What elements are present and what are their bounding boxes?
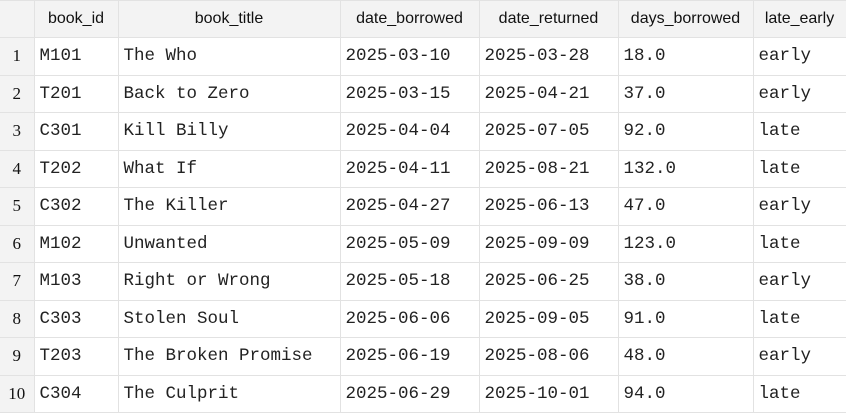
cell-date-borrowed[interactable]: 2025-04-11 [340, 150, 480, 188]
cell-book-id[interactable]: M102 [34, 225, 119, 263]
cell-days-borrowed[interactable]: 94.0 [618, 375, 754, 413]
cell-late-early[interactable]: early [753, 187, 846, 226]
cell-book-title[interactable]: Right or Wrong [118, 262, 341, 301]
cell-book-id[interactable]: T203 [34, 337, 119, 376]
row-index[interactable]: 2 [0, 75, 35, 113]
table-header: book_id book_title date_borrowed date_re… [0, 0, 846, 38]
cell-late-early[interactable]: late [753, 375, 846, 413]
cell-date-borrowed[interactable]: 2025-03-10 [340, 37, 480, 76]
table-row[interactable]: 9 T203 The Broken Promise 2025-06-19 2025-08… [0, 337, 846, 376]
cell-date-returned[interactable]: 2025-08-21 [479, 150, 619, 188]
cell-late-early[interactable]: late [753, 300, 846, 338]
cell-days-borrowed[interactable]: 18.0 [618, 37, 754, 76]
row-index[interactable]: 9 [0, 337, 35, 376]
table-row[interactable]: 2 T201 Back to Zero 2025-03-15 2025-04-21 37.… [0, 75, 846, 113]
table-row[interactable]: 6 M102 Unwanted 2025-05-09 2025-09-09 123.0 la… [0, 225, 846, 263]
row-index[interactable]: 10 [0, 375, 35, 413]
cell-late-early[interactable]: early [753, 262, 846, 301]
cell-late-early[interactable]: early [753, 337, 846, 376]
cell-book-id[interactable]: M101 [34, 37, 119, 76]
cell-date-borrowed[interactable]: 2025-04-27 [340, 187, 480, 226]
cell-date-borrowed[interactable]: 2025-06-29 [340, 375, 480, 413]
cell-date-returned[interactable]: 2025-07-05 [479, 112, 619, 151]
cell-date-borrowed[interactable]: 2025-05-09 [340, 225, 480, 263]
cell-date-borrowed[interactable]: 2025-06-06 [340, 300, 480, 338]
cell-book-id[interactable]: C304 [34, 375, 119, 413]
cell-days-borrowed[interactable]: 92.0 [618, 112, 754, 151]
table-row[interactable]: 8 C303 Stolen Soul 2025-06-06 2025-09-05 91.0… [0, 300, 846, 338]
cell-book-id[interactable]: T202 [34, 150, 119, 188]
cell-date-borrowed[interactable]: 2025-06-19 [340, 337, 480, 376]
cell-late-early[interactable]: late [753, 225, 846, 263]
table-row[interactable]: 1 M101 The Who 2025-03-10 2025-03-28 18.0 earl… [0, 37, 846, 76]
row-index[interactable]: 6 [0, 225, 35, 263]
cell-book-id[interactable]: T201 [34, 75, 119, 113]
row-index[interactable]: 5 [0, 187, 35, 226]
cell-book-title[interactable]: What If [118, 150, 341, 188]
table-row[interactable]: 10 C304 The Culprit 2025-06-29 2025-10-01 94.… [0, 375, 846, 413]
cell-date-returned[interactable]: 2025-03-28 [479, 37, 619, 76]
cell-days-borrowed[interactable]: 48.0 [618, 337, 754, 376]
cell-days-borrowed[interactable]: 47.0 [618, 187, 754, 226]
column-header-book-id[interactable]: book_id [34, 0, 119, 38]
row-index-header[interactable] [0, 0, 35, 38]
table-row[interactable]: 5 C302 The Killer 2025-04-27 2025-06-13 47.0 e… [0, 187, 846, 226]
cell-days-borrowed[interactable]: 132.0 [618, 150, 754, 188]
cell-date-returned[interactable]: 2025-06-25 [479, 262, 619, 301]
table-row[interactable]: 4 T202 What If 2025-04-11 2025-08-21 132.0 lat… [0, 150, 846, 188]
cell-days-borrowed[interactable]: 91.0 [618, 300, 754, 338]
row-index[interactable]: 4 [0, 150, 35, 188]
table-body: 1 M101 The Who 2025-03-10 2025-03-28 18.0 earl… [0, 37, 846, 413]
cell-book-id[interactable]: C301 [34, 112, 119, 151]
column-header-date-returned[interactable]: date_returned [479, 0, 619, 38]
cell-book-title[interactable]: The Who [118, 37, 341, 76]
cell-book-id[interactable]: C303 [34, 300, 119, 338]
cell-date-returned[interactable]: 2025-06-13 [479, 187, 619, 226]
header-row: book_id book_title date_borrowed date_re… [0, 0, 846, 38]
cell-date-borrowed[interactable]: 2025-04-04 [340, 112, 480, 151]
cell-book-title[interactable]: Kill Billy [118, 112, 341, 151]
cell-book-id[interactable]: C302 [34, 187, 119, 226]
cell-date-returned[interactable]: 2025-10-01 [479, 375, 619, 413]
column-header-days-borrowed[interactable]: days_borrowed [618, 0, 754, 38]
cell-book-title[interactable]: Unwanted [118, 225, 341, 263]
cell-late-early[interactable]: early [753, 37, 846, 76]
cell-days-borrowed[interactable]: 37.0 [618, 75, 754, 113]
cell-book-title[interactable]: The Broken Promise [118, 337, 341, 376]
cell-book-title[interactable]: Back to Zero [118, 75, 341, 113]
cell-book-id[interactable]: M103 [34, 262, 119, 301]
table-row[interactable]: 3 C301 Kill Billy 2025-04-04 2025-07-05 92.0 l… [0, 112, 846, 151]
cell-book-title[interactable]: The Culprit [118, 375, 341, 413]
cell-late-early[interactable]: early [753, 75, 846, 113]
cell-date-returned[interactable]: 2025-09-05 [479, 300, 619, 338]
row-index[interactable]: 8 [0, 300, 35, 338]
cell-date-returned[interactable]: 2025-09-09 [479, 225, 619, 263]
cell-date-returned[interactable]: 2025-04-21 [479, 75, 619, 113]
cell-late-early[interactable]: late [753, 150, 846, 188]
column-header-late-early[interactable]: late_early [753, 0, 846, 38]
cell-book-title[interactable]: The Killer [118, 187, 341, 226]
cell-date-borrowed[interactable]: 2025-05-18 [340, 262, 480, 301]
column-header-book-title[interactable]: book_title [118, 0, 341, 38]
row-index[interactable]: 7 [0, 262, 35, 301]
row-index[interactable]: 3 [0, 112, 35, 151]
row-index[interactable]: 1 [0, 37, 35, 76]
cell-days-borrowed[interactable]: 123.0 [618, 225, 754, 263]
column-header-date-borrowed[interactable]: date_borrowed [340, 0, 480, 38]
cell-book-title[interactable]: Stolen Soul [118, 300, 341, 338]
cell-date-borrowed[interactable]: 2025-03-15 [340, 75, 480, 113]
cell-late-early[interactable]: late [753, 112, 846, 151]
cell-date-returned[interactable]: 2025-08-06 [479, 337, 619, 376]
table-row[interactable]: 7 M103 Right or Wrong 2025-05-18 2025-06-25 3… [0, 262, 846, 301]
cell-days-borrowed[interactable]: 38.0 [618, 262, 754, 301]
